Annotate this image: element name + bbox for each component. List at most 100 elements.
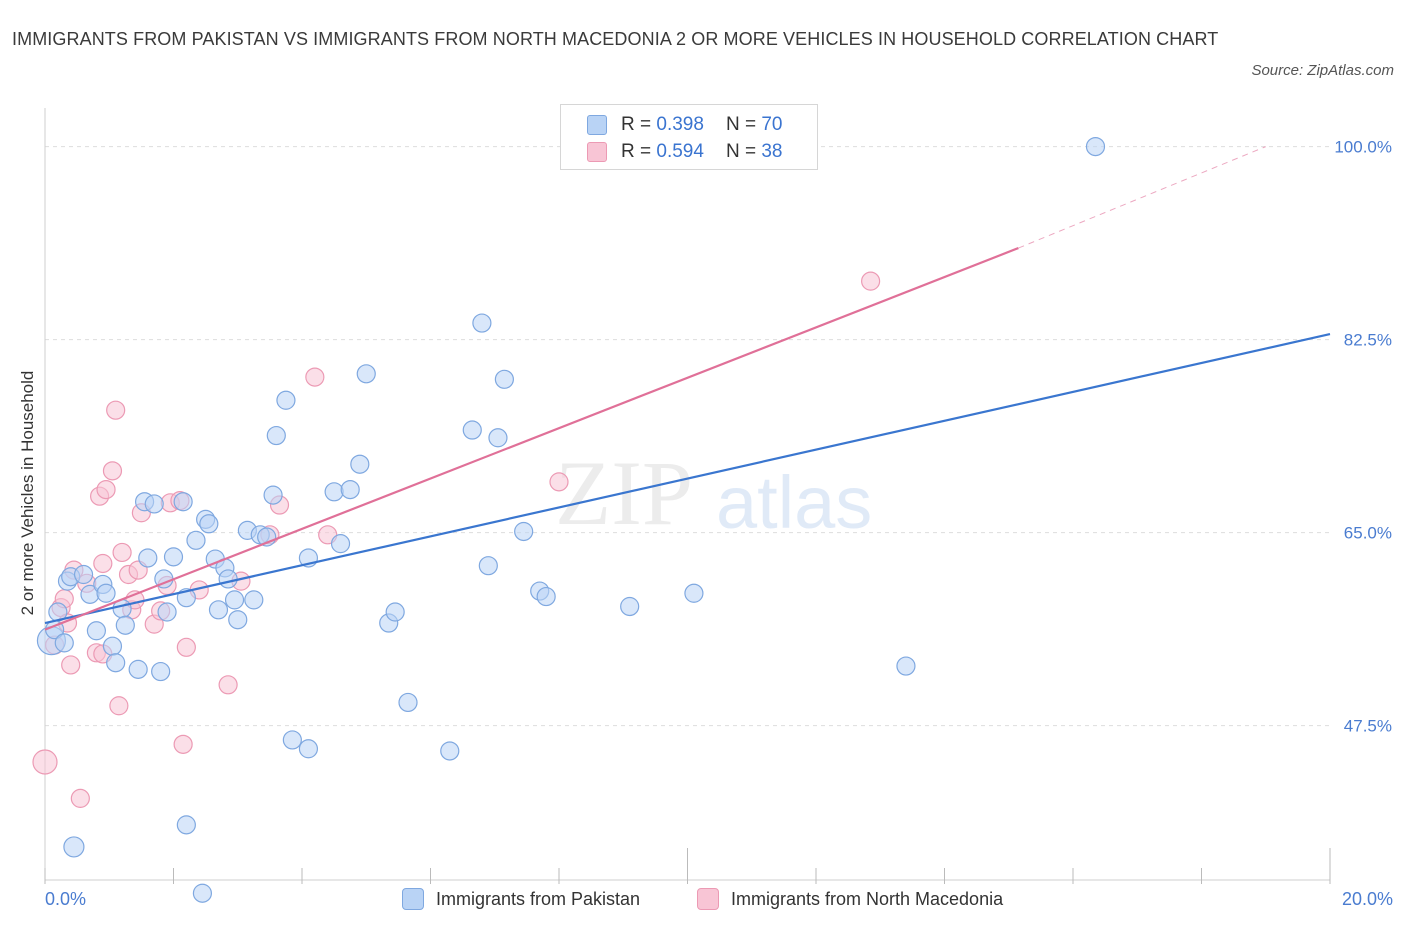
point-macedonia [549,472,569,492]
trendline-macedonia [44,247,1019,631]
y-tick-label: 82.5% [1344,331,1392,350]
series-legend-pakistan[interactable]: Immigrants from Pakistan [402,888,640,910]
point-macedonia [70,788,90,808]
point-pakistan [176,815,196,835]
point-pakistan [263,485,283,505]
legend-row-macedonia: R = 0.594 N = 38 [587,138,782,166]
y-tick-label: 100.0% [1334,138,1392,157]
series-legend-macedonia[interactable]: Immigrants from North Macedonia [697,888,1003,910]
trendline-macedonia-extension [1018,146,1266,249]
point-pakistan [106,653,126,673]
points-pakistan [36,137,1106,903]
point-pakistan [266,425,286,446]
x-tick-label-min: 0.0% [45,889,87,909]
series-swatch-macedonia [697,888,719,910]
point-pakistan [340,479,360,500]
point-pakistan [494,369,514,389]
point-pakistan [157,602,177,622]
legend-swatch-pakistan [587,115,607,135]
y-tick-label: 47.5% [1344,717,1392,736]
point-pakistan [163,547,184,567]
point-pakistan [1085,137,1106,157]
point-pakistan [63,836,85,858]
point-pakistan [298,739,319,759]
point-pakistan [350,454,370,474]
point-macedonia [305,367,325,387]
y-tick-labels: 47.5% 65.0% 82.5% 100.0% [1334,138,1392,736]
point-pakistan [684,583,704,603]
point-pakistan [96,583,116,603]
point-macedonia [861,271,881,291]
point-pakistan [282,730,302,750]
point-macedonia [173,734,193,754]
point-macedonia [109,696,129,716]
point-pakistan [54,633,74,653]
point-pakistan [514,521,534,542]
point-pakistan [356,364,376,384]
point-pakistan [102,636,123,656]
series-legend: Immigrants from Pakistan Immigrants from… [0,888,1406,916]
point-macedonia [218,675,238,695]
legend-row-pakistan: R = 0.398 N = 70 [587,111,782,139]
point-pakistan [228,610,248,630]
point-pakistan [199,514,219,534]
series-name-macedonia: Immigrants from North Macedonia [731,888,1004,909]
point-pakistan [224,590,245,610]
point-pakistan [86,621,107,641]
point-pakistan [440,741,460,761]
point-pakistan [173,492,193,512]
watermark: ZIP atlas [555,442,872,544]
point-pakistan [218,569,238,589]
point-pakistan [536,586,556,607]
series-name-pakistan: Immigrants from Pakistan [436,888,641,909]
point-macedonia [32,749,58,775]
legend-n-label: N = [725,141,757,162]
legend-n-label: N = [725,114,757,135]
point-pakistan [186,530,206,550]
point-macedonia [102,461,123,481]
legend-r-value: 0.398 [656,114,704,135]
point-macedonia [96,479,116,500]
gridlines [45,146,1330,727]
point-pakistan [151,661,171,682]
point-pakistan [472,313,492,333]
source-label: Source: ZipAtlas.com [1251,62,1394,79]
point-pakistan [73,564,94,585]
chart-title: IMMIGRANTS FROM PAKISTAN VS IMMIGRANTS F… [12,29,1219,49]
point-pakistan [192,883,213,903]
point-pakistan [208,600,229,620]
legend-r-label: R = [621,141,652,162]
watermark-atlas: atlas [716,461,872,544]
point-macedonia [93,553,113,574]
correlation-legend: R = 0.398 N = 70 R = 0.594 N = 38 [560,104,818,170]
point-pakistan [144,494,164,514]
y-tick-label: 65.0% [1344,524,1392,543]
point-pakistan [398,692,418,713]
trendline-pakistan [44,333,1331,625]
point-macedonia [176,637,196,657]
point-pakistan [896,656,916,676]
point-pakistan [620,596,640,617]
point-pakistan [244,590,264,610]
point-pakistan [385,602,405,622]
point-pakistan [128,659,148,679]
point-pakistan [276,390,296,410]
trendlines [44,146,1331,631]
point-macedonia [61,655,81,675]
point-pakistan [488,428,508,448]
legend-n-value: 38 [761,141,783,162]
point-pakistan [478,556,498,576]
point-macedonia [106,400,126,420]
series-swatch-pakistan [402,888,424,910]
x-tick-label-max: 20.0% [1341,889,1393,909]
legend-swatch-macedonia [587,142,607,162]
point-macedonia [112,542,132,563]
legend-r-value: 0.594 [656,141,704,162]
point-pakistan [115,615,135,635]
point-pakistan [330,534,351,554]
legend-n-value: 70 [761,114,783,135]
legend-r-label: R = [621,114,652,135]
point-pakistan [462,420,482,440]
point-pakistan [324,482,344,502]
